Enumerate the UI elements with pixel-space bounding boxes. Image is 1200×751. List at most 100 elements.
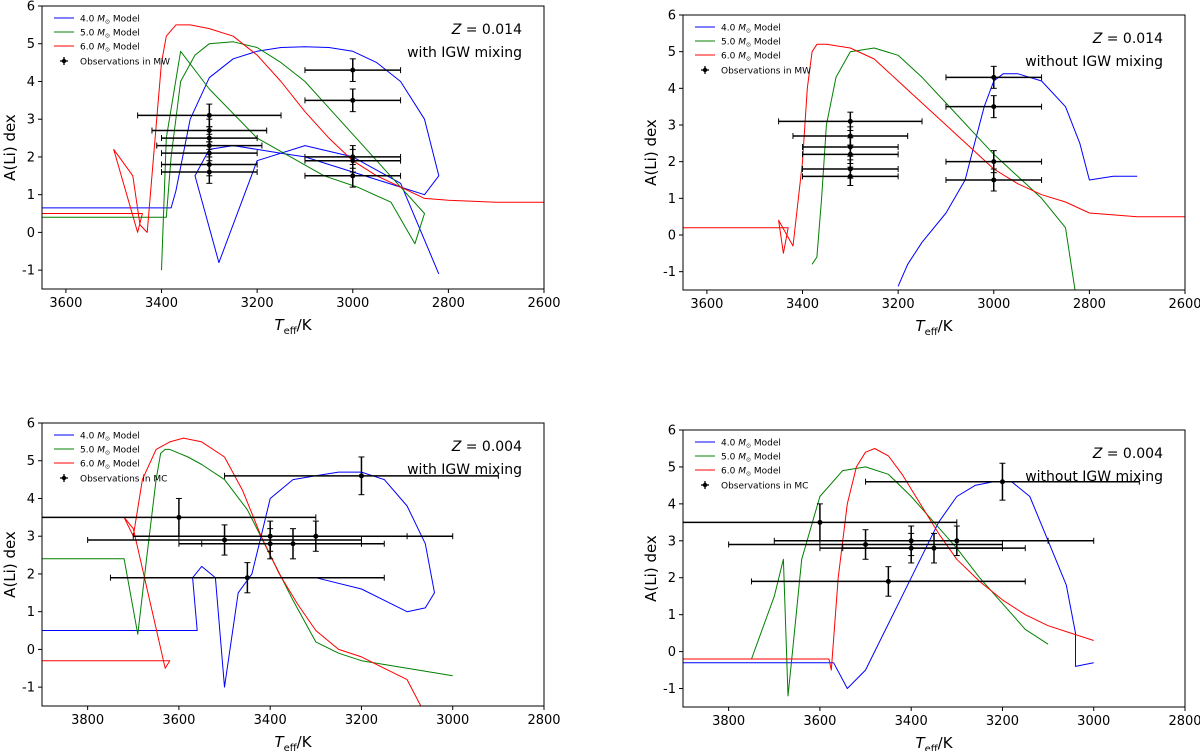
y-tick-label: 4	[668, 82, 676, 97]
x-tick-label: 2800	[432, 296, 465, 311]
obs-marker	[244, 575, 250, 581]
y-tick-label: 5	[668, 45, 676, 60]
x-tick-label: 3200	[241, 296, 274, 311]
annotation-text: without IGW mixing	[1025, 469, 1163, 485]
observation-point	[945, 150, 1043, 174]
legend: 4.0 M⊙ Model 5.0 M⊙ Model 6.0 M⊙ Model Obse…	[695, 439, 808, 492]
annotation-text: Z = 0.004	[1092, 446, 1163, 462]
obs-marker	[206, 169, 212, 175]
y-tick-label: 3	[27, 113, 35, 128]
plot-content	[683, 448, 1140, 697]
obs-marker	[847, 118, 853, 124]
y-tick-label: 1	[668, 192, 676, 207]
x-axis-label: Teff/K	[274, 316, 312, 337]
series-line-m6	[683, 448, 1094, 671]
y-tick-label: -1	[663, 265, 676, 280]
x-tick-label: 3400	[145, 296, 178, 311]
x-tick-label: 3000	[1077, 714, 1110, 729]
axes-frame	[682, 429, 1186, 708]
obs-marker	[847, 173, 853, 179]
obs-marker	[991, 159, 997, 165]
x-tick-label: 3400	[254, 713, 287, 728]
obs-marker	[350, 67, 356, 73]
annotation-text: Z = 0.014	[451, 22, 522, 38]
y-tick-label: 1	[27, 188, 35, 203]
y-tick-label: 4	[668, 497, 676, 512]
x-axis-label: Teff/K	[915, 734, 953, 751]
chart-panel-bottom-left: 3800 3600 3400 3200 3000 2800 -1 0 1 2 3 4 5 6 Teff/K A…	[1, 417, 561, 751]
y-tick-label: 6	[668, 9, 676, 24]
legend-label-m6: 6.0 M⊙ Model	[80, 43, 140, 54]
annotation-text: Z = 0.004	[451, 439, 522, 455]
observation-point	[87, 524, 362, 556]
obs-marker	[847, 133, 853, 139]
axes-frame	[41, 422, 545, 707]
x-axis-label: Teff/K	[274, 733, 312, 751]
legend-obs-marker	[61, 475, 67, 481]
obs-marker	[817, 519, 823, 525]
legend-label-observations: Observations in MC	[721, 482, 808, 492]
observation-point	[304, 88, 402, 113]
observation-point	[945, 65, 1043, 89]
y-tick-label: 3	[668, 534, 676, 549]
x-tick-label: 3000	[336, 296, 369, 311]
plot-area	[683, 15, 1185, 290]
y-tick-label: 2	[668, 155, 676, 170]
legend-obs-marker	[702, 67, 708, 73]
y-tick-label: 6	[27, 417, 35, 432]
chart-panel-top-right: 3600 3400 3200 3000 2800 2600 -1 0 1 2 3 4 5 6 Teff/K A…	[642, 9, 1200, 339]
x-tick-label: 3200	[986, 714, 1019, 729]
chart-panel-top-left: 3600 3400 3200 3000 2800 2600 -1 0 1 2 3 4 5 6 Teff/K A…	[1, 0, 561, 337]
obs-marker	[863, 541, 869, 547]
x-tick-label: 3400	[786, 297, 819, 312]
x-tick-label: 3400	[895, 714, 928, 729]
legend-obs-marker	[61, 58, 67, 64]
legend-label-m4: 4.0 M⊙ Model	[80, 432, 140, 443]
y-tick-label: 2	[668, 571, 676, 586]
annotation-text: without IGW mixing	[1025, 54, 1163, 70]
y-tick-label: 0	[668, 645, 676, 660]
y-tick-label: 5	[27, 37, 35, 52]
series-line-m6	[42, 24, 544, 233]
y-axis-label: A(Li) dex	[642, 535, 660, 602]
y-axis-label: A(Li) dex	[1, 531, 19, 598]
series-line-m5	[811, 47, 1076, 290]
y-axis-label: A(Li) dex	[1, 114, 19, 181]
axes-frame	[682, 14, 1186, 291]
y-axis-label: A(Li) dex	[642, 119, 660, 186]
plot-area	[42, 6, 544, 289]
y-tick-label: 2	[27, 567, 35, 582]
y-tick-label: 6	[27, 0, 35, 15]
x-tick-label: 3000	[977, 297, 1010, 312]
y-tick-label: -1	[22, 264, 35, 279]
y-tick-label: 5	[668, 460, 676, 475]
observation-point	[865, 462, 1140, 501]
legend: 4.0 M⊙ Model 5.0 M⊙ Model 6.0 M⊙ Model Obse…	[54, 15, 170, 68]
obs-marker	[999, 479, 1005, 485]
x-axis-label: Teff/K	[915, 317, 953, 338]
obs-marker	[991, 104, 997, 110]
y-tick-label: -1	[22, 681, 35, 696]
obs-marker	[206, 112, 212, 118]
y-tick-label: 0	[27, 643, 35, 658]
legend-label-m5: 5.0 M⊙ Model	[80, 446, 140, 457]
x-tick-label: 2800	[1073, 297, 1106, 312]
y-tick-label: 4	[27, 75, 35, 90]
x-tick-label: 2800	[1168, 714, 1200, 729]
x-tick-label: 2600	[527, 296, 560, 311]
obs-marker	[176, 514, 182, 520]
plot-content	[42, 437, 499, 706]
x-tick-label: 3800	[71, 713, 104, 728]
series-line-m6	[683, 43, 1185, 254]
observation-point	[201, 528, 385, 560]
x-tick-label: 3000	[436, 713, 469, 728]
legend-label-m5: 5.0 M⊙ Model	[721, 453, 781, 464]
obs-marker	[358, 473, 364, 479]
observation-point	[728, 529, 1003, 560]
series-line-m4	[42, 46, 440, 275]
observation-point	[945, 95, 1043, 119]
observation-point	[842, 532, 1026, 564]
y-tick-label: -1	[663, 682, 676, 697]
obs-marker	[931, 545, 937, 551]
